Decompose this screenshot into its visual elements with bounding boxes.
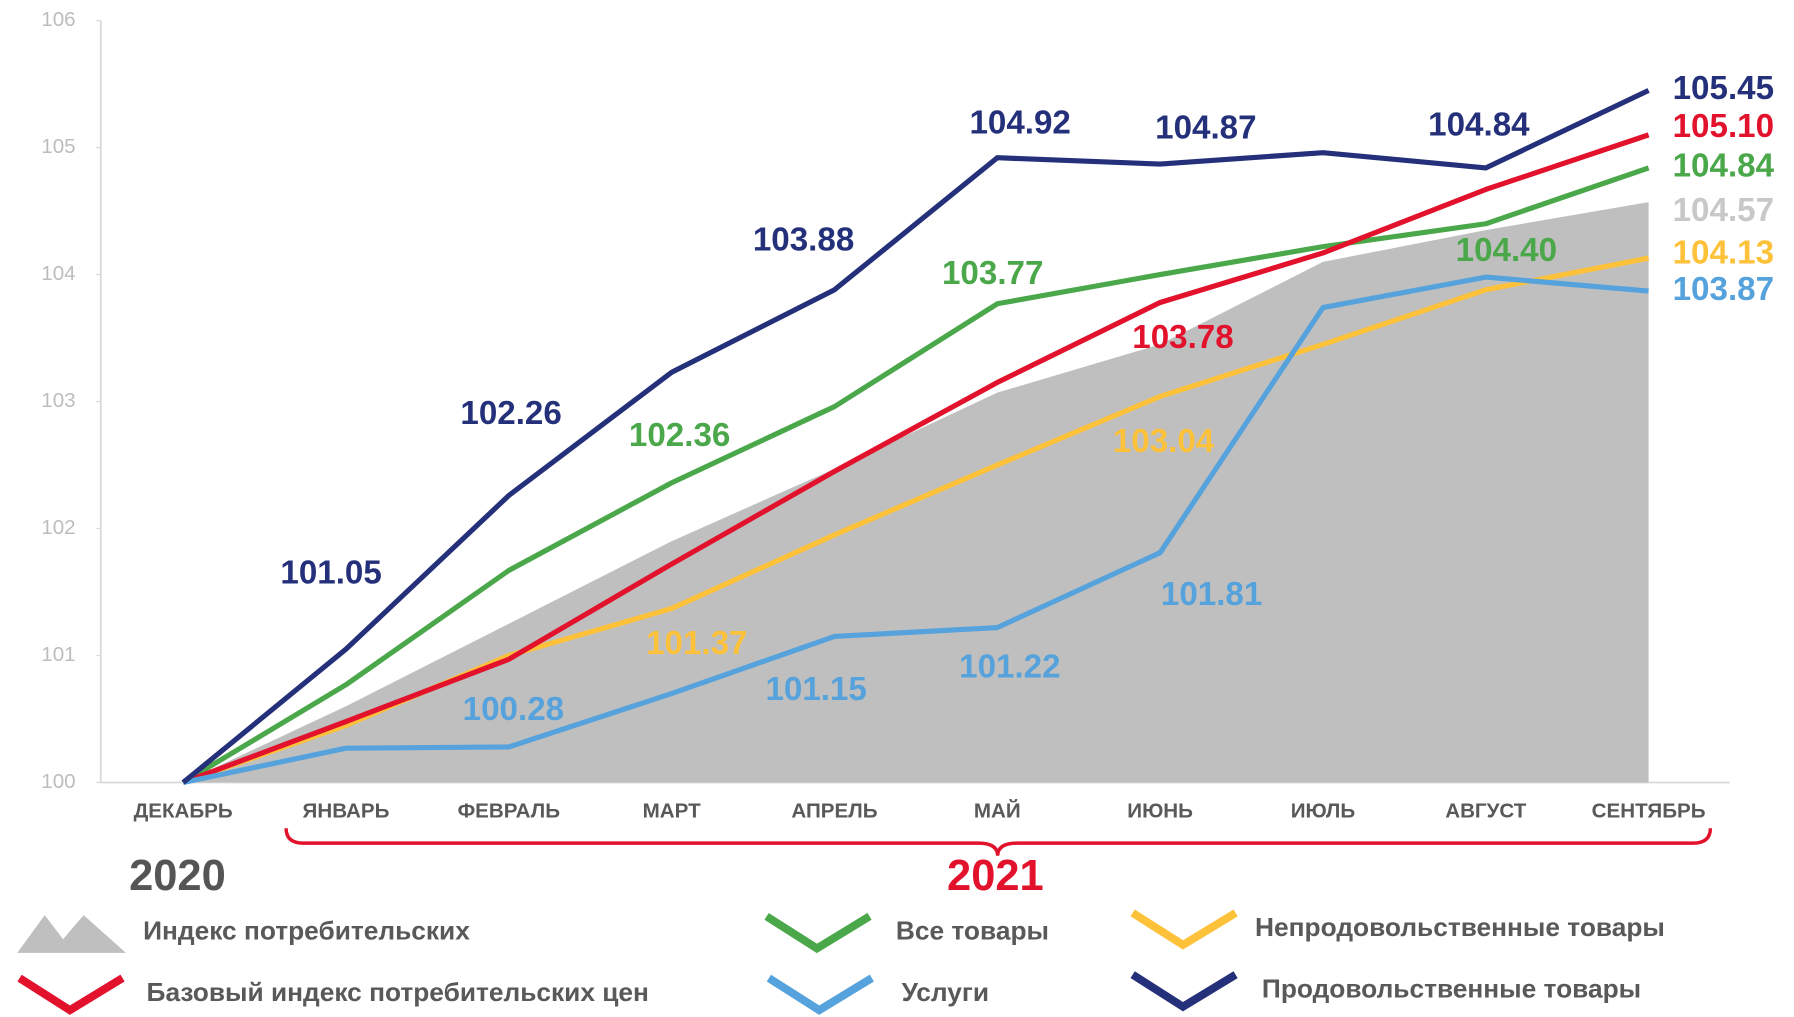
x-tick-label: ФЕВРАЛЬ: [458, 800, 561, 823]
y-tick-label: 100: [41, 770, 75, 793]
data-label: 101.81: [1161, 576, 1262, 613]
data-label: 101.05: [280, 555, 381, 592]
data-label: 103.87: [1673, 271, 1774, 308]
line: [182, 274, 1649, 786]
data-label: 101.37: [646, 625, 747, 662]
data-label: 104.84: [1428, 106, 1530, 143]
data-label: 104.84: [1673, 148, 1775, 185]
x-tick-label: ИЮЛЬ: [1291, 800, 1356, 823]
legend-icon: [1130, 971, 1238, 1012]
y-tick-label: 104: [41, 262, 75, 285]
legend-label: Услуги: [902, 977, 989, 1007]
y-tick-label: 101: [41, 643, 75, 666]
legend-label: Все товары: [896, 915, 1049, 945]
data-label: 102.26: [460, 395, 561, 432]
line: [181, 165, 1650, 785]
y-tick-label: 103: [41, 389, 75, 412]
legend-label: Базовый индекс потребительских цен: [147, 977, 649, 1007]
data-label: 102.36: [629, 417, 730, 454]
data-label: 101.15: [765, 671, 866, 708]
data-label: 103.04: [1113, 423, 1215, 460]
x-tick-label: ЯНВАРЬ: [303, 800, 390, 823]
data-label: 104.13: [1673, 234, 1774, 271]
data-label: 100.28: [463, 691, 564, 728]
data-label: 104.92: [969, 104, 1070, 141]
year-label: 2021: [947, 852, 1044, 900]
x-tick-label: ИЮНЬ: [1127, 800, 1193, 823]
legend-icon: [1130, 909, 1238, 950]
legend-icon: [17, 974, 125, 1015]
data-label: 103.88: [753, 222, 854, 259]
legend-label: Индекс потребительских: [143, 915, 470, 945]
year-brace: [284, 828, 1713, 856]
y-tick-label: 105: [41, 135, 75, 158]
y-tick-label: 106: [41, 8, 75, 31]
legend-icon: [17, 915, 126, 953]
data-label: 104.40: [1456, 232, 1557, 269]
data-label: 101.22: [959, 649, 1060, 686]
x-tick-label: СЕНТЯБРЬ: [1592, 800, 1706, 823]
data-label: 103.77: [942, 255, 1043, 292]
x-tick-label: МАРТ: [643, 800, 701, 823]
data-label: 103.78: [1132, 319, 1233, 356]
data-label: 104.87: [1155, 110, 1256, 147]
data-label: 105.45: [1673, 70, 1774, 107]
x-tick-label: МАЙ: [974, 799, 1021, 823]
x-tick-label: АПРЕЛЬ: [791, 800, 877, 823]
y-tick-label: 102: [41, 516, 75, 539]
legend-label: Непродовольственные товары: [1255, 912, 1665, 942]
line: [182, 132, 1650, 785]
legend-icon: [764, 912, 872, 954]
data-label: 105.10: [1673, 108, 1774, 145]
line: [181, 88, 1650, 785]
x-tick-label: АВГУСТ: [1445, 800, 1527, 823]
year-label: 2020: [129, 852, 226, 900]
data-label: 104.57: [1673, 192, 1774, 229]
x-tick-label: ДЕКАБРЬ: [134, 800, 233, 823]
legend-icon: [766, 974, 874, 1015]
legend-label: Продовольственные товары: [1262, 974, 1641, 1004]
